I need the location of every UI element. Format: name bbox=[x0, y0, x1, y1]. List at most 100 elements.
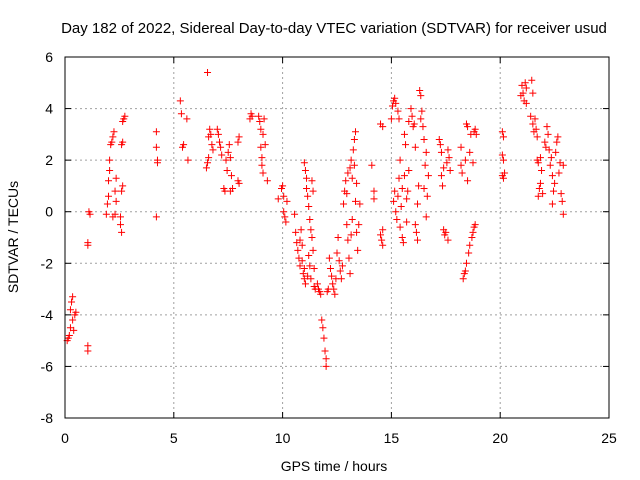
data-point bbox=[106, 166, 114, 174]
y-tick-label: -2 bbox=[41, 255, 54, 271]
data-point bbox=[466, 241, 474, 249]
y-tick-label: 4 bbox=[45, 101, 53, 117]
data-point bbox=[417, 115, 425, 123]
data-point bbox=[86, 210, 94, 218]
data-point bbox=[329, 280, 337, 288]
data-point bbox=[499, 156, 507, 164]
data-point bbox=[400, 172, 408, 180]
data-point bbox=[501, 169, 509, 177]
data-point bbox=[499, 133, 507, 141]
data-point bbox=[551, 179, 559, 187]
data-point bbox=[394, 192, 402, 200]
data-point bbox=[183, 115, 191, 123]
data-point bbox=[184, 156, 192, 164]
data-point bbox=[351, 128, 359, 136]
x-tick-label: 15 bbox=[384, 430, 400, 446]
data-point bbox=[297, 226, 305, 234]
data-point bbox=[546, 161, 554, 169]
data-point bbox=[522, 84, 530, 92]
data-point bbox=[519, 89, 527, 97]
data-point bbox=[227, 172, 235, 180]
data-point bbox=[536, 179, 544, 187]
data-point bbox=[331, 290, 339, 298]
data-point bbox=[411, 143, 419, 151]
data-point bbox=[255, 112, 263, 120]
data-point bbox=[301, 166, 309, 174]
y-tick-label: -6 bbox=[41, 358, 54, 374]
data-point bbox=[279, 182, 287, 190]
data-point bbox=[70, 326, 78, 334]
data-point bbox=[405, 166, 413, 174]
data-point bbox=[416, 87, 424, 95]
data-point bbox=[390, 197, 398, 205]
data-point bbox=[116, 221, 124, 229]
data-point bbox=[443, 159, 451, 167]
data-point bbox=[548, 172, 556, 180]
tick-labels: 0 5 10 15 20 25 -8 -6 -4 -2 0 2 4 6 bbox=[41, 49, 617, 446]
data-point bbox=[457, 143, 465, 151]
y-tick-label: 2 bbox=[45, 152, 53, 168]
data-point bbox=[103, 200, 111, 208]
data-point bbox=[294, 246, 302, 254]
data-point bbox=[325, 254, 333, 262]
data-point bbox=[557, 190, 565, 198]
data-point bbox=[469, 228, 477, 236]
data-point bbox=[310, 264, 318, 272]
data-point bbox=[437, 148, 445, 156]
data-point bbox=[439, 182, 447, 190]
data-point bbox=[461, 156, 469, 164]
data-point bbox=[282, 218, 290, 226]
data-points bbox=[63, 68, 567, 370]
data-point bbox=[345, 254, 353, 262]
data-point bbox=[321, 347, 329, 355]
axis-ticks bbox=[64, 56, 610, 419]
data-point bbox=[300, 159, 308, 167]
data-point bbox=[69, 293, 77, 301]
data-point bbox=[108, 138, 116, 146]
data-point bbox=[298, 241, 306, 249]
data-point bbox=[303, 185, 311, 193]
data-point bbox=[397, 203, 405, 211]
data-point bbox=[440, 164, 448, 172]
data-point bbox=[322, 355, 330, 363]
data-point bbox=[68, 298, 76, 306]
data-point bbox=[392, 99, 400, 107]
data-point bbox=[459, 275, 467, 283]
data-point bbox=[399, 239, 407, 247]
data-point bbox=[118, 187, 126, 195]
data-point bbox=[379, 123, 387, 131]
data-point bbox=[207, 130, 215, 138]
data-point bbox=[472, 130, 480, 138]
data-point bbox=[391, 187, 399, 195]
data-point bbox=[119, 138, 127, 146]
data-point bbox=[301, 280, 309, 288]
data-point bbox=[444, 236, 452, 244]
data-point bbox=[522, 99, 530, 107]
data-point bbox=[257, 143, 265, 151]
data-point bbox=[309, 246, 317, 254]
data-point bbox=[344, 169, 352, 177]
data-point bbox=[394, 107, 402, 115]
data-point bbox=[548, 200, 556, 208]
data-point bbox=[464, 123, 472, 131]
data-point bbox=[106, 156, 114, 164]
data-point bbox=[296, 262, 304, 270]
data-point bbox=[420, 136, 428, 144]
data-point bbox=[205, 154, 213, 162]
data-point bbox=[333, 249, 341, 257]
data-point bbox=[214, 130, 222, 138]
data-point bbox=[300, 264, 308, 272]
data-point bbox=[437, 172, 445, 180]
data-point bbox=[392, 208, 400, 216]
data-point bbox=[69, 316, 77, 324]
data-point bbox=[531, 115, 539, 123]
data-point bbox=[258, 154, 266, 162]
data-point bbox=[102, 210, 110, 218]
data-point bbox=[355, 221, 363, 229]
data-point bbox=[379, 226, 387, 234]
data-point bbox=[412, 228, 420, 236]
data-point bbox=[208, 141, 216, 149]
data-point bbox=[307, 275, 315, 283]
data-point bbox=[469, 159, 477, 167]
data-point bbox=[558, 197, 566, 205]
